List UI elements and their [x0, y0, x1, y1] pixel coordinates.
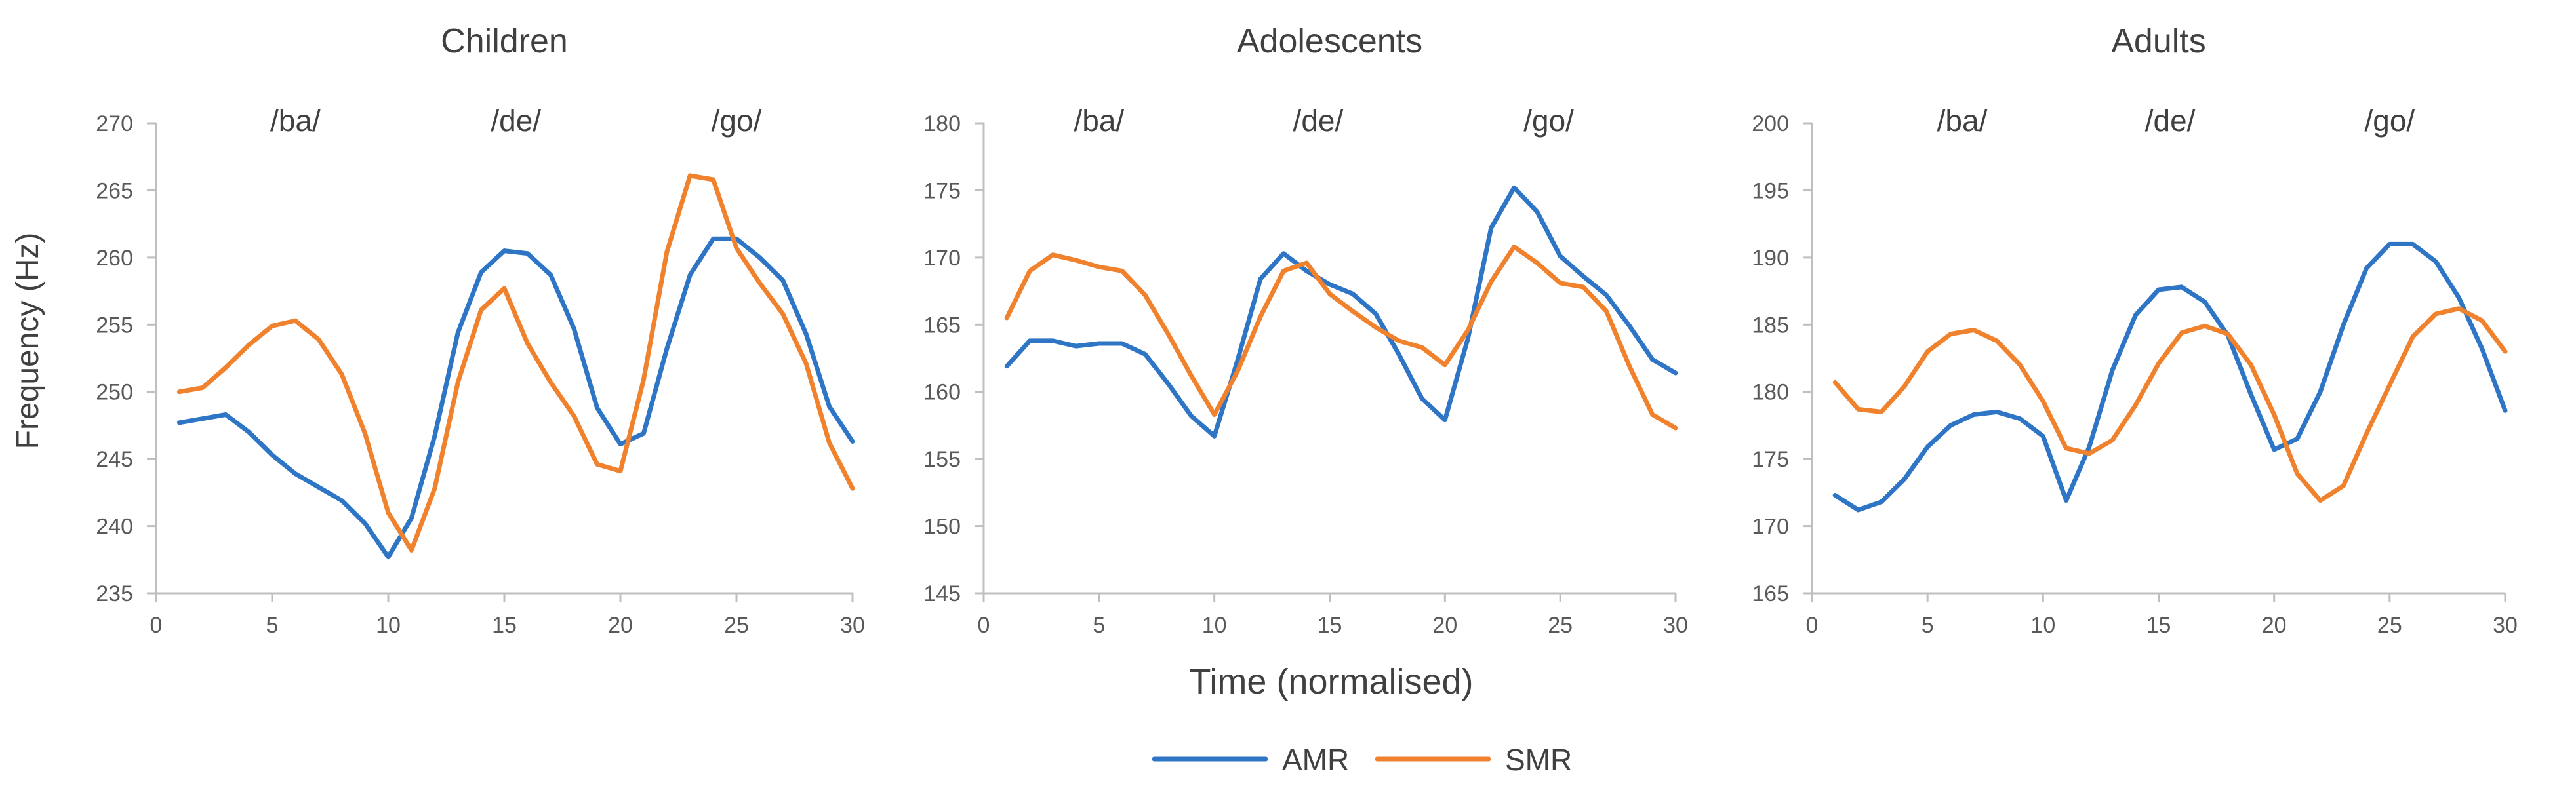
- y-tick-label: 235: [96, 581, 133, 606]
- y-tick-label: 245: [96, 447, 133, 472]
- x-tick-label: 10: [376, 613, 401, 638]
- series-line-smr: [1004, 245, 1678, 431]
- y-tick-label: 170: [1752, 515, 1789, 539]
- y-tick-label: 175: [923, 178, 961, 203]
- x-tick-label: 5: [1093, 613, 1105, 638]
- y-tick-label: 180: [923, 111, 961, 136]
- legend-label-amr: AMR: [1282, 743, 1349, 777]
- y-tick-label: 250: [96, 380, 133, 405]
- y-tick-label: 170: [923, 246, 961, 271]
- phoneme-annotation: /de/: [1293, 104, 1344, 138]
- x-tick-label: 20: [608, 613, 633, 638]
- phoneme-annotation: /de/: [491, 104, 541, 138]
- phoneme-annotation: /ba/: [1937, 104, 1988, 138]
- x-tick-label: 0: [150, 613, 163, 638]
- y-tick-label: 240: [96, 515, 133, 539]
- x-tick-label: 0: [978, 613, 990, 638]
- x-tick-label: 10: [1202, 613, 1227, 638]
- chart-panel-adults: Adults 165 170 175 180 185 190 195 200 0 5 10 15 20 25…: [1752, 22, 2518, 638]
- series-line-smr: [1832, 306, 2508, 503]
- y-tick-label: 185: [1752, 313, 1789, 338]
- y-tick-label: 145: [923, 581, 961, 606]
- legend-label-smr: SMR: [1505, 743, 1572, 777]
- x-tick-label: 20: [1432, 613, 1457, 638]
- y-tick-label: 255: [96, 313, 133, 338]
- x-tick-label: 25: [2377, 613, 2402, 638]
- y-tick-label: 190: [1752, 246, 1789, 271]
- series-line-smr: [176, 173, 855, 553]
- y-tick-label: 165: [923, 313, 961, 338]
- phoneme-annotation: /de/: [2145, 104, 2196, 138]
- x-tick-label: 15: [1318, 613, 1342, 638]
- x-axis-label: Time (normalised): [1189, 662, 1473, 701]
- panel-title: Adults: [2111, 22, 2206, 60]
- x-tick-label: 30: [1663, 613, 1688, 638]
- phoneme-annotation: /go/: [2364, 104, 2415, 138]
- chart-panel-children: Children 235 240 245 250 255 260 265 270 0 5 10 15 20…: [96, 22, 865, 638]
- y-tick-label: 175: [1752, 447, 1789, 472]
- x-tick-label: 0: [1806, 613, 1819, 638]
- y-tick-label: 180: [1752, 380, 1789, 405]
- x-tick-label: 30: [840, 613, 865, 638]
- x-tick-label: 30: [2493, 613, 2518, 638]
- phoneme-annotation: /ba/: [270, 104, 321, 138]
- x-tick-label: 5: [1922, 613, 1934, 638]
- x-tick-label: 10: [2030, 613, 2055, 638]
- x-tick-label: 20: [2262, 613, 2287, 638]
- chart-legend: AMR SMR: [1152, 743, 1572, 777]
- y-tick-label: 160: [923, 380, 961, 405]
- phoneme-annotation: /go/: [712, 104, 762, 138]
- x-tick-label: 15: [2146, 613, 2171, 638]
- x-tick-label: 5: [266, 613, 279, 638]
- y-axis-label: Frequency (Hz): [10, 233, 45, 450]
- y-tick-label: 270: [96, 111, 133, 136]
- x-tick-label: 25: [724, 613, 749, 638]
- series-line-amr: [176, 236, 855, 560]
- panel-title: Children: [441, 22, 568, 60]
- y-tick-label: 165: [1752, 581, 1789, 606]
- x-tick-label: 15: [492, 613, 517, 638]
- y-tick-label: 195: [1752, 178, 1789, 203]
- y-tick-label: 200: [1752, 111, 1789, 136]
- y-tick-label: 150: [923, 515, 961, 539]
- y-tick-label: 155: [923, 447, 961, 472]
- chart-panel-adolescents: Adolescents 145 150 155 160 165 170 175 180 0 5 10 1…: [923, 22, 1688, 638]
- y-tick-label: 265: [96, 178, 133, 203]
- panel-title: Adolescents: [1237, 22, 1422, 60]
- x-tick-label: 25: [1548, 613, 1573, 638]
- phoneme-annotation: /go/: [1523, 104, 1574, 138]
- series-line-amr: [1832, 241, 2508, 513]
- phoneme-annotation: /ba/: [1074, 104, 1124, 138]
- series-line-amr: [1004, 185, 1678, 439]
- y-tick-label: 260: [96, 246, 133, 271]
